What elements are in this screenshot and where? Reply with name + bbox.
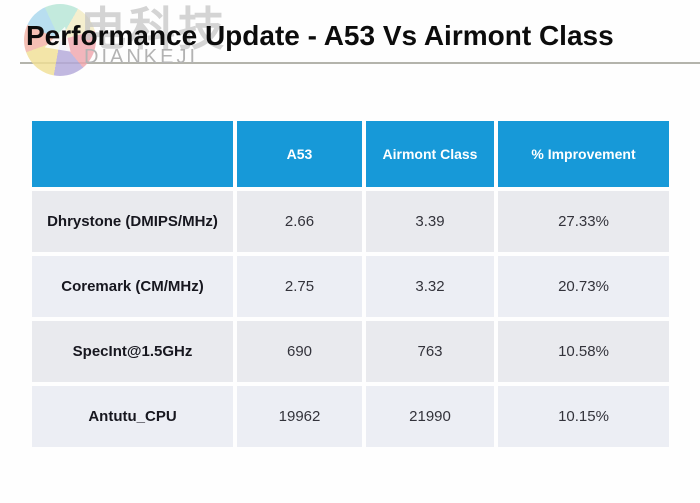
benchmark-table: A53 Airmont Class % Improvement Dhryston… (32, 121, 670, 447)
cell-antutu-airmont: 21990 (366, 386, 494, 447)
header-cell-blank (32, 121, 233, 187)
cell-dhrystone-a53: 2.66 (237, 191, 362, 252)
watermark-cn-text: 电科技 (80, 3, 227, 55)
cell-antutu-improvement: 10.15% (498, 386, 669, 447)
cell-specint-airmont: 763 (366, 321, 494, 382)
title-underline (20, 62, 700, 64)
cell-dhrystone-improvement: 27.33% (498, 191, 669, 252)
row-label-specint: SpecInt@1.5GHz (32, 321, 233, 382)
cell-specint-a53: 690 (237, 321, 362, 382)
cell-coremark-airmont: 3.32 (366, 256, 494, 317)
slide-title: Performance Update - A53 Vs Airmont Clas… (26, 20, 614, 51)
row-label-antutu: Antutu_CPU (32, 386, 233, 447)
cell-antutu-a53: 19962 (237, 386, 362, 447)
watermark-latin-text: DIANKEJI (84, 46, 199, 68)
header-cell-improvement: % Improvement (498, 121, 669, 187)
cell-specint-improvement: 10.58% (498, 321, 669, 382)
header-cell-airmont-class: Airmont Class (366, 121, 494, 187)
header-cell-a53: A53 (237, 121, 362, 187)
row-label-dhrystone: Dhrystone (DMIPS/MHz) (32, 191, 233, 252)
cell-coremark-a53: 2.75 (237, 256, 362, 317)
cell-dhrystone-airmont: 3.39 (366, 191, 494, 252)
pinwheel-logo-icon (24, 4, 96, 76)
cell-coremark-improvement: 20.73% (498, 256, 669, 317)
row-label-coremark: Coremark (CM/MHz) (32, 256, 233, 317)
